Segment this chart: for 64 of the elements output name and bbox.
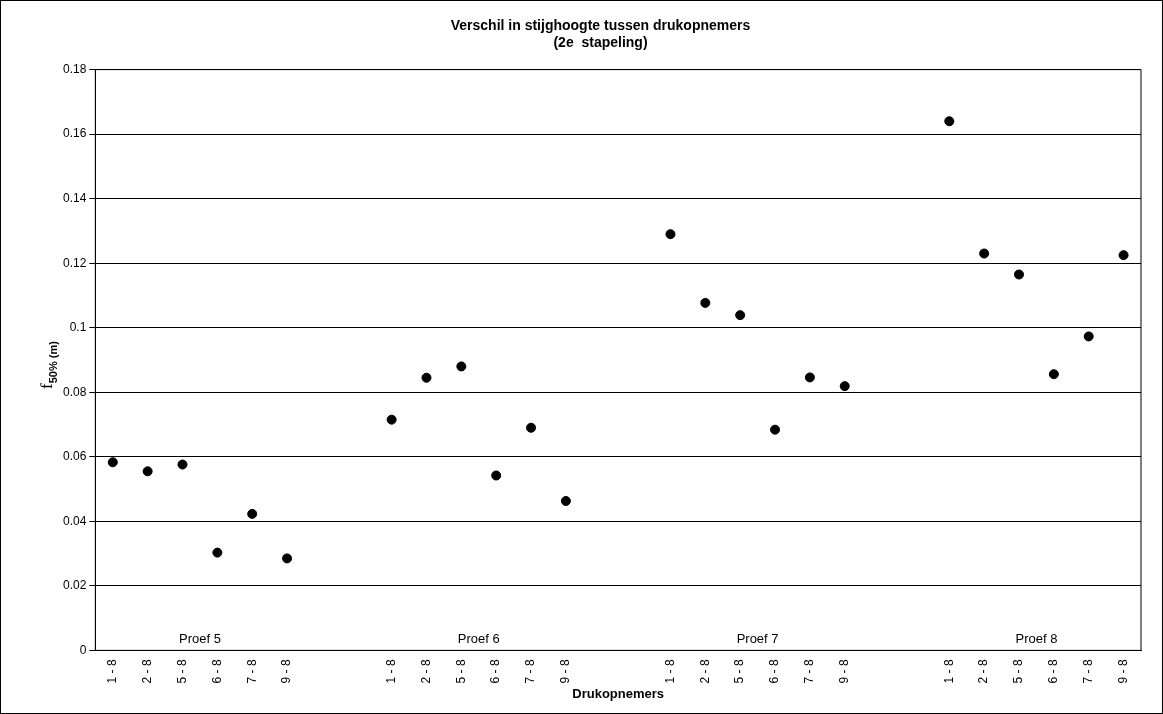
annotation: Proef 8 bbox=[1015, 631, 1058, 647]
x-tick-label: 9 - 8 bbox=[1115, 659, 1130, 684]
x-tick-label: 1 - 8 bbox=[383, 659, 398, 684]
point bbox=[386, 414, 397, 425]
x-tick-label: 5 - 8 bbox=[174, 659, 189, 684]
y-tick-label: 0.16 bbox=[63, 126, 87, 141]
x-tick-label: 1 - 8 bbox=[941, 659, 956, 684]
y-tick-label: 0.08 bbox=[63, 384, 87, 399]
x-tick-label: 7 - 8 bbox=[1081, 659, 1096, 684]
x-tick-label: 7 - 8 bbox=[244, 659, 259, 684]
x-tick-label: 5 - 8 bbox=[453, 659, 468, 684]
point bbox=[1048, 369, 1059, 380]
x-tick-label: 9 - 8 bbox=[279, 659, 294, 684]
point bbox=[491, 470, 502, 481]
chart-title: Verschil in stijghoogte tussen drukopnemers (2e stapeling) bbox=[450, 17, 751, 51]
x-tick-label: 1 - 8 bbox=[105, 659, 120, 684]
x-tick-label: 5 - 8 bbox=[732, 659, 747, 684]
annotation: Proef 6 bbox=[457, 631, 500, 647]
x-tick-label: 5 - 8 bbox=[1011, 659, 1026, 684]
y-tick-label: 0.06 bbox=[63, 449, 87, 464]
point bbox=[1118, 250, 1129, 261]
point bbox=[142, 466, 153, 477]
point bbox=[421, 372, 432, 383]
point bbox=[247, 508, 258, 519]
x-tick-label: 7 - 8 bbox=[802, 659, 817, 684]
point bbox=[560, 496, 571, 506]
x-tick-label: 1 - 8 bbox=[662, 659, 677, 684]
point bbox=[1014, 269, 1025, 280]
y-tick-label: 0.14 bbox=[63, 190, 87, 205]
point bbox=[282, 553, 293, 564]
point bbox=[735, 310, 746, 321]
point bbox=[979, 248, 990, 259]
x-tick-label: 2 - 8 bbox=[139, 659, 154, 684]
point bbox=[770, 424, 781, 435]
point bbox=[944, 116, 955, 127]
point bbox=[839, 381, 850, 392]
point bbox=[456, 361, 467, 372]
x-tick-label: 7 - 8 bbox=[523, 659, 538, 684]
x-tick-label: 9 - 8 bbox=[558, 659, 573, 684]
point bbox=[700, 297, 711, 308]
x-axis-title: Drukopnemers bbox=[572, 685, 665, 701]
x-tick-label: 9 - 8 bbox=[837, 659, 852, 684]
x-tick-label: 6 - 8 bbox=[209, 659, 224, 684]
point bbox=[1083, 331, 1094, 342]
y-tick-label: 0.02 bbox=[63, 578, 87, 593]
annotation: Proef 7 bbox=[736, 631, 779, 647]
point bbox=[212, 547, 223, 558]
y-tick-label: 0 bbox=[79, 642, 87, 657]
x-tick-label: 2 - 8 bbox=[418, 659, 433, 684]
point bbox=[665, 229, 676, 240]
x-tick-label: 2 - 8 bbox=[697, 659, 712, 684]
x-tick-label: 2 - 8 bbox=[976, 659, 991, 684]
annotation: Proef 5 bbox=[178, 631, 221, 647]
x-tick-label: 6 - 8 bbox=[767, 659, 782, 684]
y-tick-label: 0.1 bbox=[69, 320, 87, 335]
point bbox=[526, 422, 537, 433]
point bbox=[107, 457, 118, 468]
point bbox=[177, 459, 188, 470]
point bbox=[804, 372, 815, 383]
x-tick-label: 6 - 8 bbox=[488, 659, 503, 684]
y-tick-label: 0.18 bbox=[63, 61, 87, 76]
y-tick-label: 0.12 bbox=[63, 255, 87, 270]
x-tick-label: 6 - 8 bbox=[1046, 659, 1061, 684]
y-tick-label: 0.04 bbox=[63, 513, 87, 528]
